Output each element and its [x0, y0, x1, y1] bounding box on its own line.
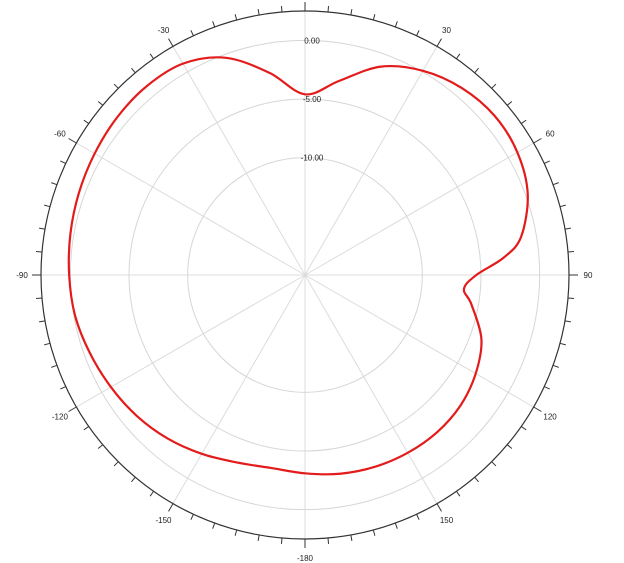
radial-tick-label: 0.00: [304, 36, 320, 45]
grid-spoke: [172, 46, 306, 276]
angle-tick: [506, 101, 513, 106]
angle-tick: [567, 297, 575, 300]
angle-tick-label: -180: [297, 554, 314, 563]
angle-tick: [544, 160, 550, 164]
angle-tick-label: 90: [584, 271, 593, 280]
angle-tick: [520, 426, 527, 431]
angle-tick: [131, 476, 136, 483]
angle-tick: [149, 490, 154, 497]
grid-ring: [69, 39, 541, 511]
grid-spoke: [304, 274, 534, 408]
angle-tick: [436, 503, 442, 512]
angle-tick: [416, 30, 420, 36]
angle-tick: [68, 138, 77, 144]
angle-tick-label: 150: [440, 516, 454, 525]
angle-tick: [552, 364, 559, 368]
angle-tick: [559, 342, 566, 346]
angle-tick: [212, 522, 216, 529]
grid-spoke: [304, 46, 438, 276]
angle-tick: [456, 490, 461, 497]
labels: 0306090120150-180-150-120-90-60-300.00-5…: [16, 26, 593, 563]
grid-ring: [128, 98, 482, 452]
grid-spoke: [76, 274, 306, 408]
angle-tick: [60, 386, 66, 390]
radial-tick-label: -5.00: [303, 95, 322, 104]
angle-ticks: [32, 2, 578, 548]
angle-tick: [83, 426, 90, 431]
angle-tick-label: 120: [543, 413, 557, 422]
angle-tick: [533, 406, 542, 412]
angle-tick: [520, 119, 527, 124]
angle-tick: [51, 182, 58, 186]
angle-tick: [280, 537, 283, 545]
angle-tick: [113, 83, 119, 89]
angle-tick: [559, 204, 566, 208]
angle-tick-label: -150: [155, 516, 172, 525]
angle-tick: [372, 14, 376, 21]
angle-tick-label: 60: [546, 130, 555, 139]
angle-tick: [544, 386, 550, 390]
angle-tick: [474, 67, 479, 74]
angle-tick: [564, 320, 571, 323]
angle-tick-label: -120: [52, 413, 69, 422]
angle-tick: [394, 21, 398, 28]
grid-ring: [187, 157, 423, 393]
angle-tick: [436, 38, 442, 47]
angle-tick: [60, 160, 66, 164]
angle-tick-label: 30: [442, 26, 451, 35]
angle-tick: [327, 537, 330, 545]
angle-tick: [190, 30, 194, 36]
angle-tick: [149, 53, 154, 60]
angle-tick: [552, 182, 559, 186]
grid-spoke: [172, 274, 306, 504]
angle-tick: [280, 5, 283, 13]
radial-tick-label: -10.00: [301, 154, 324, 163]
series-line: [67, 56, 529, 476]
angle-tick: [327, 5, 330, 13]
angle-tick: [564, 227, 571, 230]
angle-tick: [68, 406, 77, 412]
angle-tick: [39, 320, 46, 323]
angle-tick: [168, 38, 174, 47]
angle-tick: [257, 9, 260, 16]
grid-spoke: [304, 142, 534, 276]
angle-tick: [234, 529, 238, 536]
angle-tick: [394, 522, 398, 529]
angle-tick: [44, 204, 51, 208]
angle-tick: [350, 534, 353, 541]
angle-tick: [35, 250, 43, 253]
angle-tick: [39, 227, 46, 230]
angle-tick: [83, 119, 90, 124]
angle-tick: [372, 529, 376, 536]
grid: [40, 10, 570, 540]
angle-tick: [51, 364, 58, 368]
angle-tick: [234, 14, 238, 21]
angle-tick: [131, 67, 136, 74]
grid-spoke: [304, 274, 438, 504]
angle-tick: [113, 461, 119, 467]
angle-tick-label: -90: [16, 271, 28, 280]
grid-spoke: [76, 142, 306, 276]
angle-tick: [97, 101, 104, 106]
angle-tick: [190, 514, 194, 520]
angle-tick: [506, 444, 513, 449]
angle-tick: [44, 342, 51, 346]
angle-tick: [350, 9, 353, 16]
angle-tick-label: -30: [158, 26, 170, 35]
angle-tick: [533, 138, 542, 144]
angle-tick: [212, 21, 216, 28]
angle-tick: [456, 53, 461, 60]
angle-tick: [474, 476, 479, 483]
angle-tick: [567, 250, 575, 253]
angle-tick-label: -60: [54, 130, 66, 139]
angle-tick: [491, 461, 497, 467]
angle-tick: [491, 83, 497, 89]
angle-tick: [168, 503, 174, 512]
series-layer: [67, 56, 529, 476]
angle-tick: [97, 444, 104, 449]
angle-tick: [416, 514, 420, 520]
angle-tick: [257, 534, 260, 541]
angle-tick: [35, 297, 43, 300]
